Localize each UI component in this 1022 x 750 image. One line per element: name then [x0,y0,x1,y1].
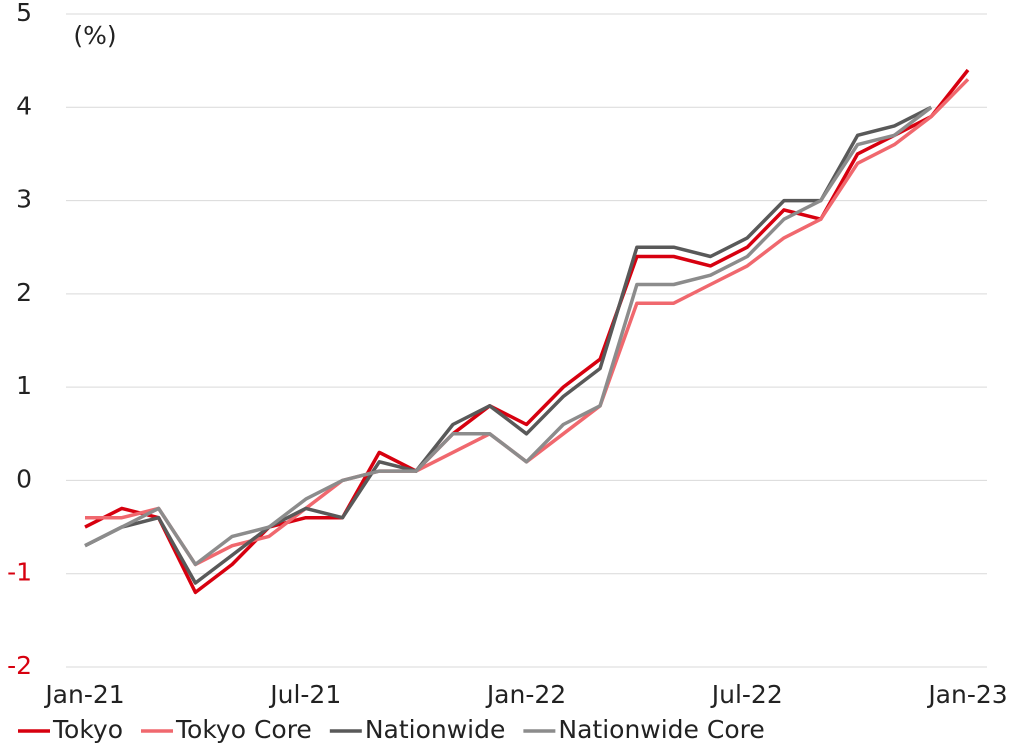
y-tick-label: -2 [7,651,32,680]
series-line [84,68,970,595]
unit-annotation: (%) [73,21,116,50]
series-line [84,105,933,567]
y-tick-label: -1 [7,558,32,587]
x-tick-label: Jan-23 [926,680,1007,709]
legend-label: Tokyo [52,715,123,744]
y-tick-label: 2 [16,278,32,307]
legend-label: Nationwide Core [558,715,764,744]
y-tick-label: 4 [16,91,32,120]
x-tick-label: Jul-21 [268,680,341,709]
series-line [85,78,970,567]
y-tick-label: 1 [16,371,32,400]
y-tick-label: 5 [16,0,32,27]
legend-label: Tokyo Core [175,715,312,744]
series-line [84,105,932,585]
y-tick-label: 0 [16,464,32,493]
legend-label: Nationwide [365,715,506,744]
x-tick-label: Jan-21 [43,680,124,709]
x-tick-label: Jan-22 [485,680,566,709]
y-tick-label: 3 [16,185,32,214]
x-tick-label: Jul-22 [710,680,783,709]
